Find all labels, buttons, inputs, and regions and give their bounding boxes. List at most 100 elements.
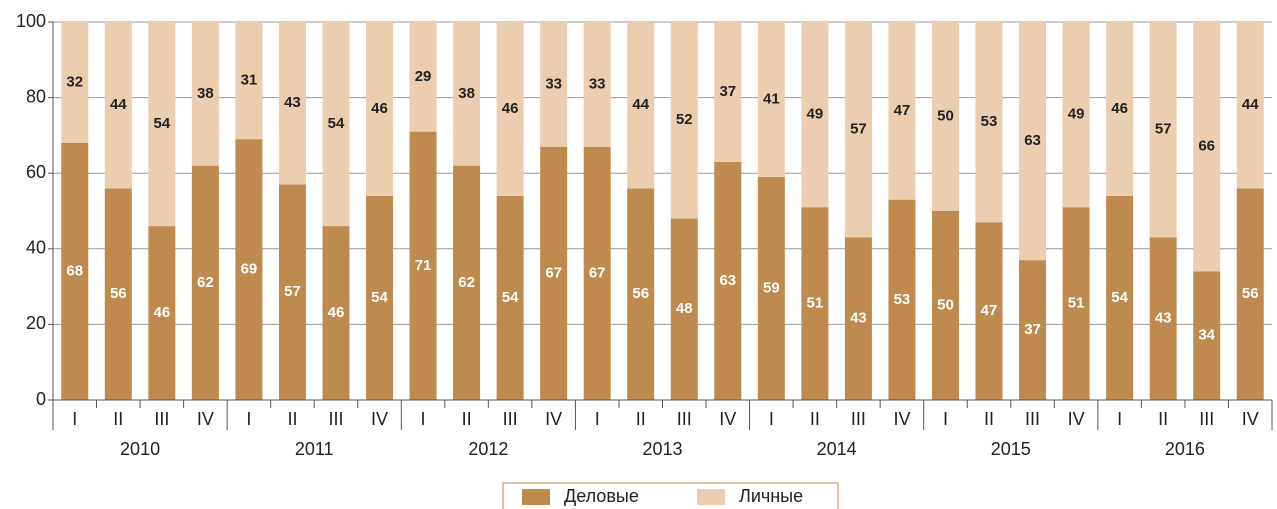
data-label: 43 xyxy=(1155,310,1172,327)
legend-box xyxy=(502,482,839,509)
bar-segment xyxy=(844,237,872,400)
bar-segment xyxy=(191,165,219,400)
x-tick-label: II xyxy=(1158,409,1168,429)
legend-swatch xyxy=(522,489,550,505)
bar-segment xyxy=(366,22,394,196)
data-label: 66 xyxy=(1198,138,1215,155)
bar-segment xyxy=(235,139,263,400)
data-label: 56 xyxy=(632,285,649,302)
legend-label: Личные xyxy=(739,486,803,506)
data-label: 33 xyxy=(589,75,606,92)
bar-segment xyxy=(757,22,785,177)
data-label: 31 xyxy=(241,72,258,89)
bar-segment xyxy=(540,22,568,147)
data-label: 29 xyxy=(415,68,432,85)
bar-segment xyxy=(931,211,959,400)
group-label: 2016 xyxy=(1165,439,1205,459)
y-tick-label: 20 xyxy=(26,313,46,333)
bar-segment xyxy=(888,199,916,400)
bar-segment xyxy=(1193,271,1221,400)
bar-segment xyxy=(409,22,437,132)
data-label: 53 xyxy=(894,291,911,308)
x-tick-label: II xyxy=(462,409,472,429)
data-label: 46 xyxy=(153,304,170,321)
bar-segment xyxy=(496,22,524,196)
data-label: 68 xyxy=(66,262,83,279)
bar-segment xyxy=(888,22,916,200)
x-tick-label: I xyxy=(769,409,774,429)
bar-segment xyxy=(757,176,785,400)
data-label: 62 xyxy=(458,274,475,291)
data-label: 54 xyxy=(371,289,388,306)
bar-segment xyxy=(496,195,524,400)
legend: Деловые Личные xyxy=(502,482,839,509)
x-tick-label: III xyxy=(851,409,866,429)
data-label: 38 xyxy=(458,85,475,102)
bar-segment xyxy=(1062,22,1090,208)
legend-swatch xyxy=(697,489,725,505)
bar-segment xyxy=(61,142,89,400)
bar-segment xyxy=(801,207,829,400)
bar-segment xyxy=(1149,22,1177,238)
x-tick-label: IV xyxy=(893,409,910,429)
bar-segment xyxy=(670,22,698,219)
bar-segment xyxy=(1062,207,1090,400)
bar-segment xyxy=(627,22,655,189)
x-tick-label: III xyxy=(677,409,692,429)
bar-segment xyxy=(540,146,568,400)
bar-segment xyxy=(453,165,481,400)
data-label: 41 xyxy=(763,90,780,107)
data-label: 51 xyxy=(807,295,824,312)
x-tick-label: III xyxy=(1199,409,1214,429)
bar-segment xyxy=(409,131,437,400)
x-tick-label: IV xyxy=(371,409,388,429)
bar-segment xyxy=(61,22,89,143)
bar-segment xyxy=(1149,237,1177,400)
group-label: 2015 xyxy=(991,439,1031,459)
data-label: 69 xyxy=(241,261,258,278)
data-label: 47 xyxy=(981,302,998,319)
data-label: 57 xyxy=(1155,121,1172,138)
data-label: 46 xyxy=(1111,100,1128,117)
y-tick-label: 80 xyxy=(26,86,46,106)
bar-segment xyxy=(322,22,350,227)
y-tick-label: 100 xyxy=(16,11,46,31)
bar-segment xyxy=(975,222,1003,400)
data-label: 53 xyxy=(981,113,998,130)
bar-segment xyxy=(104,188,132,400)
data-label: 54 xyxy=(502,289,519,306)
x-tick-label: I xyxy=(943,409,948,429)
x-tick-label: II xyxy=(810,409,820,429)
bar-segment xyxy=(366,195,394,400)
x-tick-label: II xyxy=(636,409,646,429)
data-label: 37 xyxy=(1024,321,1041,338)
bar-segment xyxy=(975,22,1003,223)
bar-segment xyxy=(1019,260,1047,400)
data-label: 46 xyxy=(502,100,519,117)
bar-segment xyxy=(1106,195,1134,400)
x-tick-label: I xyxy=(246,409,251,429)
x-tick-label: III xyxy=(1025,409,1040,429)
data-label: 67 xyxy=(589,264,606,281)
x-tick-label: III xyxy=(154,409,169,429)
data-label: 44 xyxy=(1242,96,1259,113)
data-label: 47 xyxy=(894,102,911,119)
group-label: 2014 xyxy=(817,439,857,459)
bar-segment xyxy=(278,184,306,400)
data-label: 52 xyxy=(676,111,693,128)
data-label: 57 xyxy=(850,121,867,138)
data-label: 56 xyxy=(1242,285,1259,302)
x-tick-label: III xyxy=(328,409,343,429)
bar-segment xyxy=(191,22,219,166)
bar-segment xyxy=(453,22,481,166)
data-label: 54 xyxy=(328,115,345,132)
data-label: 34 xyxy=(1198,327,1215,344)
group-label: 2010 xyxy=(120,439,160,459)
data-label: 63 xyxy=(1024,132,1041,149)
x-tick-label: I xyxy=(1117,409,1122,429)
x-tick-label: I xyxy=(421,409,426,429)
x-tick-label: IV xyxy=(545,409,562,429)
data-label: 38 xyxy=(197,85,214,102)
x-tick-label: I xyxy=(595,409,600,429)
